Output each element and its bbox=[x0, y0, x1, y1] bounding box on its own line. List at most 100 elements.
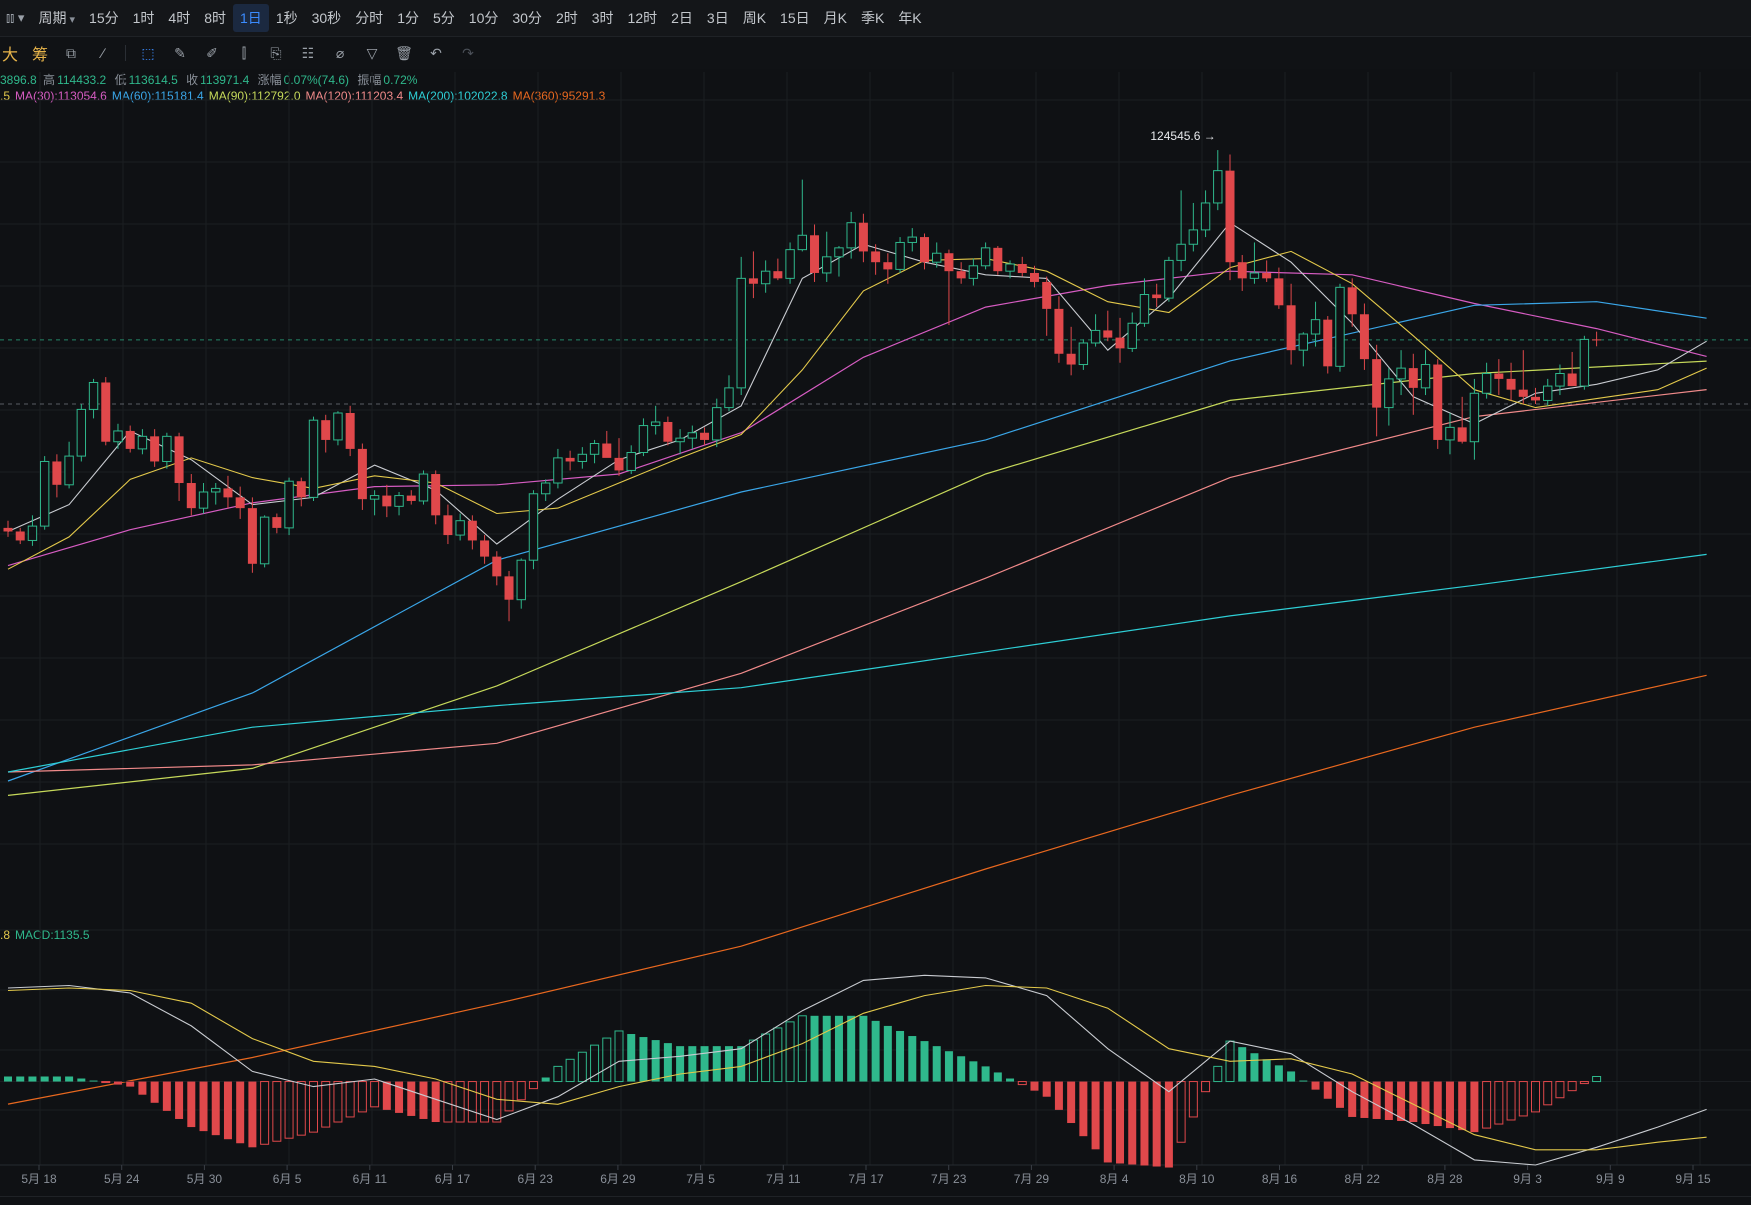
x-tick-label: 6月 11 bbox=[353, 1172, 388, 1186]
x-tick-label: 7月 17 bbox=[848, 1172, 884, 1186]
trash-icon[interactable]: 🗑︎ bbox=[395, 44, 413, 61]
short-ma-line bbox=[7, 221, 1707, 545]
candle-body-down bbox=[186, 483, 196, 509]
candlestick-icon[interactable]: ⫾⫾ ▾ bbox=[6, 10, 25, 25]
interval-button[interactable]: 30秒 bbox=[311, 10, 342, 26]
interval-button[interactable]: 年K bbox=[898, 10, 922, 26]
interval-button[interactable]: 15日 bbox=[780, 10, 810, 26]
macd-bar-negative bbox=[1017, 1081, 1027, 1086]
macd-bar-positive bbox=[1262, 1059, 1271, 1082]
undo-icon[interactable]: ↶ bbox=[430, 44, 442, 61]
candle-body-up bbox=[1005, 263, 1015, 272]
macd-bar-negative bbox=[455, 1081, 465, 1123]
candle-body-down bbox=[1066, 353, 1076, 365]
macd-dif-line bbox=[7, 974, 1707, 1166]
macd-bar-positive bbox=[77, 1078, 86, 1082]
candle-body-up bbox=[1384, 378, 1394, 409]
candle-body-up bbox=[88, 381, 99, 410]
interval-button[interactable]: 3日 bbox=[706, 10, 729, 26]
candle-body-up bbox=[1298, 333, 1309, 351]
change-label: 涨幅 bbox=[257, 73, 282, 87]
macd-bar-negative bbox=[1579, 1081, 1589, 1085]
ruler-icon[interactable]: ✎ bbox=[174, 44, 186, 61]
interval-button[interactable]: 10分 bbox=[468, 10, 499, 26]
candle-body-up bbox=[1310, 319, 1321, 335]
candle-body-down bbox=[1359, 314, 1369, 360]
interval-button[interactable]: 4时 bbox=[168, 10, 191, 26]
macd-bar-negative bbox=[1360, 1081, 1369, 1118]
candle-body-down bbox=[296, 481, 306, 498]
close-value: 113971.4 bbox=[200, 73, 250, 87]
candle-body-down bbox=[1567, 373, 1577, 387]
chips-button[interactable]: 筹 bbox=[32, 47, 49, 64]
candle-body-up bbox=[1078, 342, 1089, 366]
interval-button[interactable]: 5分 bbox=[432, 10, 455, 26]
macd-bar-negative bbox=[443, 1081, 453, 1123]
big-button[interactable]: 大 bbox=[2, 47, 19, 64]
candle-body-up bbox=[27, 525, 38, 541]
candle-body-up bbox=[980, 247, 991, 267]
note-icon[interactable]: ☷ bbox=[301, 44, 315, 61]
candle-pattern-icon[interactable]: ⫿ bbox=[241, 44, 247, 61]
candle-body-down bbox=[1029, 272, 1039, 282]
interval-button[interactable]: 1分 bbox=[397, 10, 419, 26]
copy-icon[interactable]: ⎘ bbox=[270, 44, 282, 61]
candle-body-up bbox=[724, 387, 734, 409]
macd-bar-negative bbox=[187, 1081, 196, 1128]
candle-body-down bbox=[52, 461, 62, 485]
interval-button[interactable]: 季K bbox=[860, 10, 885, 26]
interval-button[interactable]: 2日 bbox=[671, 10, 693, 26]
macd-bar-negative bbox=[1201, 1081, 1211, 1093]
redo-icon[interactable]: ↷ bbox=[462, 44, 474, 61]
macd-bar-positive bbox=[883, 1025, 892, 1082]
interval-button[interactable]: 8时 bbox=[204, 10, 227, 26]
period-dropdown[interactable]: 周期 bbox=[31, 4, 82, 32]
interval-button[interactable]: 周K bbox=[742, 10, 767, 26]
candle-body-down bbox=[993, 247, 1003, 272]
macd-bar-negative bbox=[419, 1081, 428, 1119]
macd-bar-negative bbox=[162, 1081, 171, 1111]
brush-icon[interactable]: ✐ bbox=[206, 44, 218, 61]
interval-button[interactable]: 分时 bbox=[355, 10, 384, 26]
candle-body-up bbox=[895, 241, 905, 270]
candle-body-down bbox=[1262, 272, 1272, 279]
candle-body-down bbox=[614, 457, 624, 471]
interval-button[interactable]: 2时 bbox=[555, 10, 578, 26]
macd-bar-negative bbox=[467, 1081, 477, 1123]
interval-button[interactable]: 15分 bbox=[89, 10, 119, 26]
macd-bar-negative bbox=[309, 1081, 318, 1133]
macd-bar-positive bbox=[1238, 1047, 1247, 1082]
legend-entry: .5 bbox=[0, 89, 11, 103]
macd-bar-negative bbox=[1384, 1081, 1393, 1120]
open-value: 3896.8 bbox=[0, 73, 37, 87]
candle-body-down bbox=[1457, 427, 1467, 442]
macd-bar-positive bbox=[871, 1020, 880, 1082]
macd-bar-negative bbox=[223, 1081, 232, 1140]
indicator-icon[interactable]: ⧉ bbox=[66, 44, 77, 61]
candle-body-down bbox=[406, 495, 416, 501]
candle-body-down bbox=[101, 382, 111, 442]
interval-button[interactable]: 1时 bbox=[132, 10, 155, 26]
interval-button[interactable]: 1秒 bbox=[275, 10, 298, 26]
interval-button[interactable]: 3时 bbox=[591, 10, 614, 26]
macd-bar-positive bbox=[822, 1015, 831, 1082]
macd-bar-negative bbox=[504, 1081, 514, 1112]
macd-bar-positive bbox=[993, 1072, 1002, 1082]
interval-button[interactable]: 月K bbox=[823, 10, 847, 26]
macd-bar-negative bbox=[1421, 1081, 1430, 1125]
macd-bar-positive bbox=[553, 1065, 563, 1083]
interval-button[interactable]: 30分 bbox=[512, 10, 542, 26]
candle-body-up bbox=[760, 270, 771, 285]
interval-button[interactable]: 1日 bbox=[233, 4, 269, 32]
macd-bar-positive bbox=[614, 1030, 624, 1083]
x-tick-label: 8月 10 bbox=[1179, 1172, 1215, 1186]
filter-icon[interactable]: ▽ bbox=[366, 44, 378, 61]
eraser-icon[interactable]: ⌀ bbox=[335, 44, 345, 61]
candle-body-up bbox=[675, 437, 685, 443]
interval-button[interactable]: 12时 bbox=[627, 10, 658, 26]
select-icon[interactable]: ⬚ bbox=[141, 44, 155, 61]
compare-icon[interactable]: ∕ bbox=[101, 45, 105, 61]
candle-body-down bbox=[602, 443, 612, 458]
candle-body-up bbox=[76, 408, 87, 457]
